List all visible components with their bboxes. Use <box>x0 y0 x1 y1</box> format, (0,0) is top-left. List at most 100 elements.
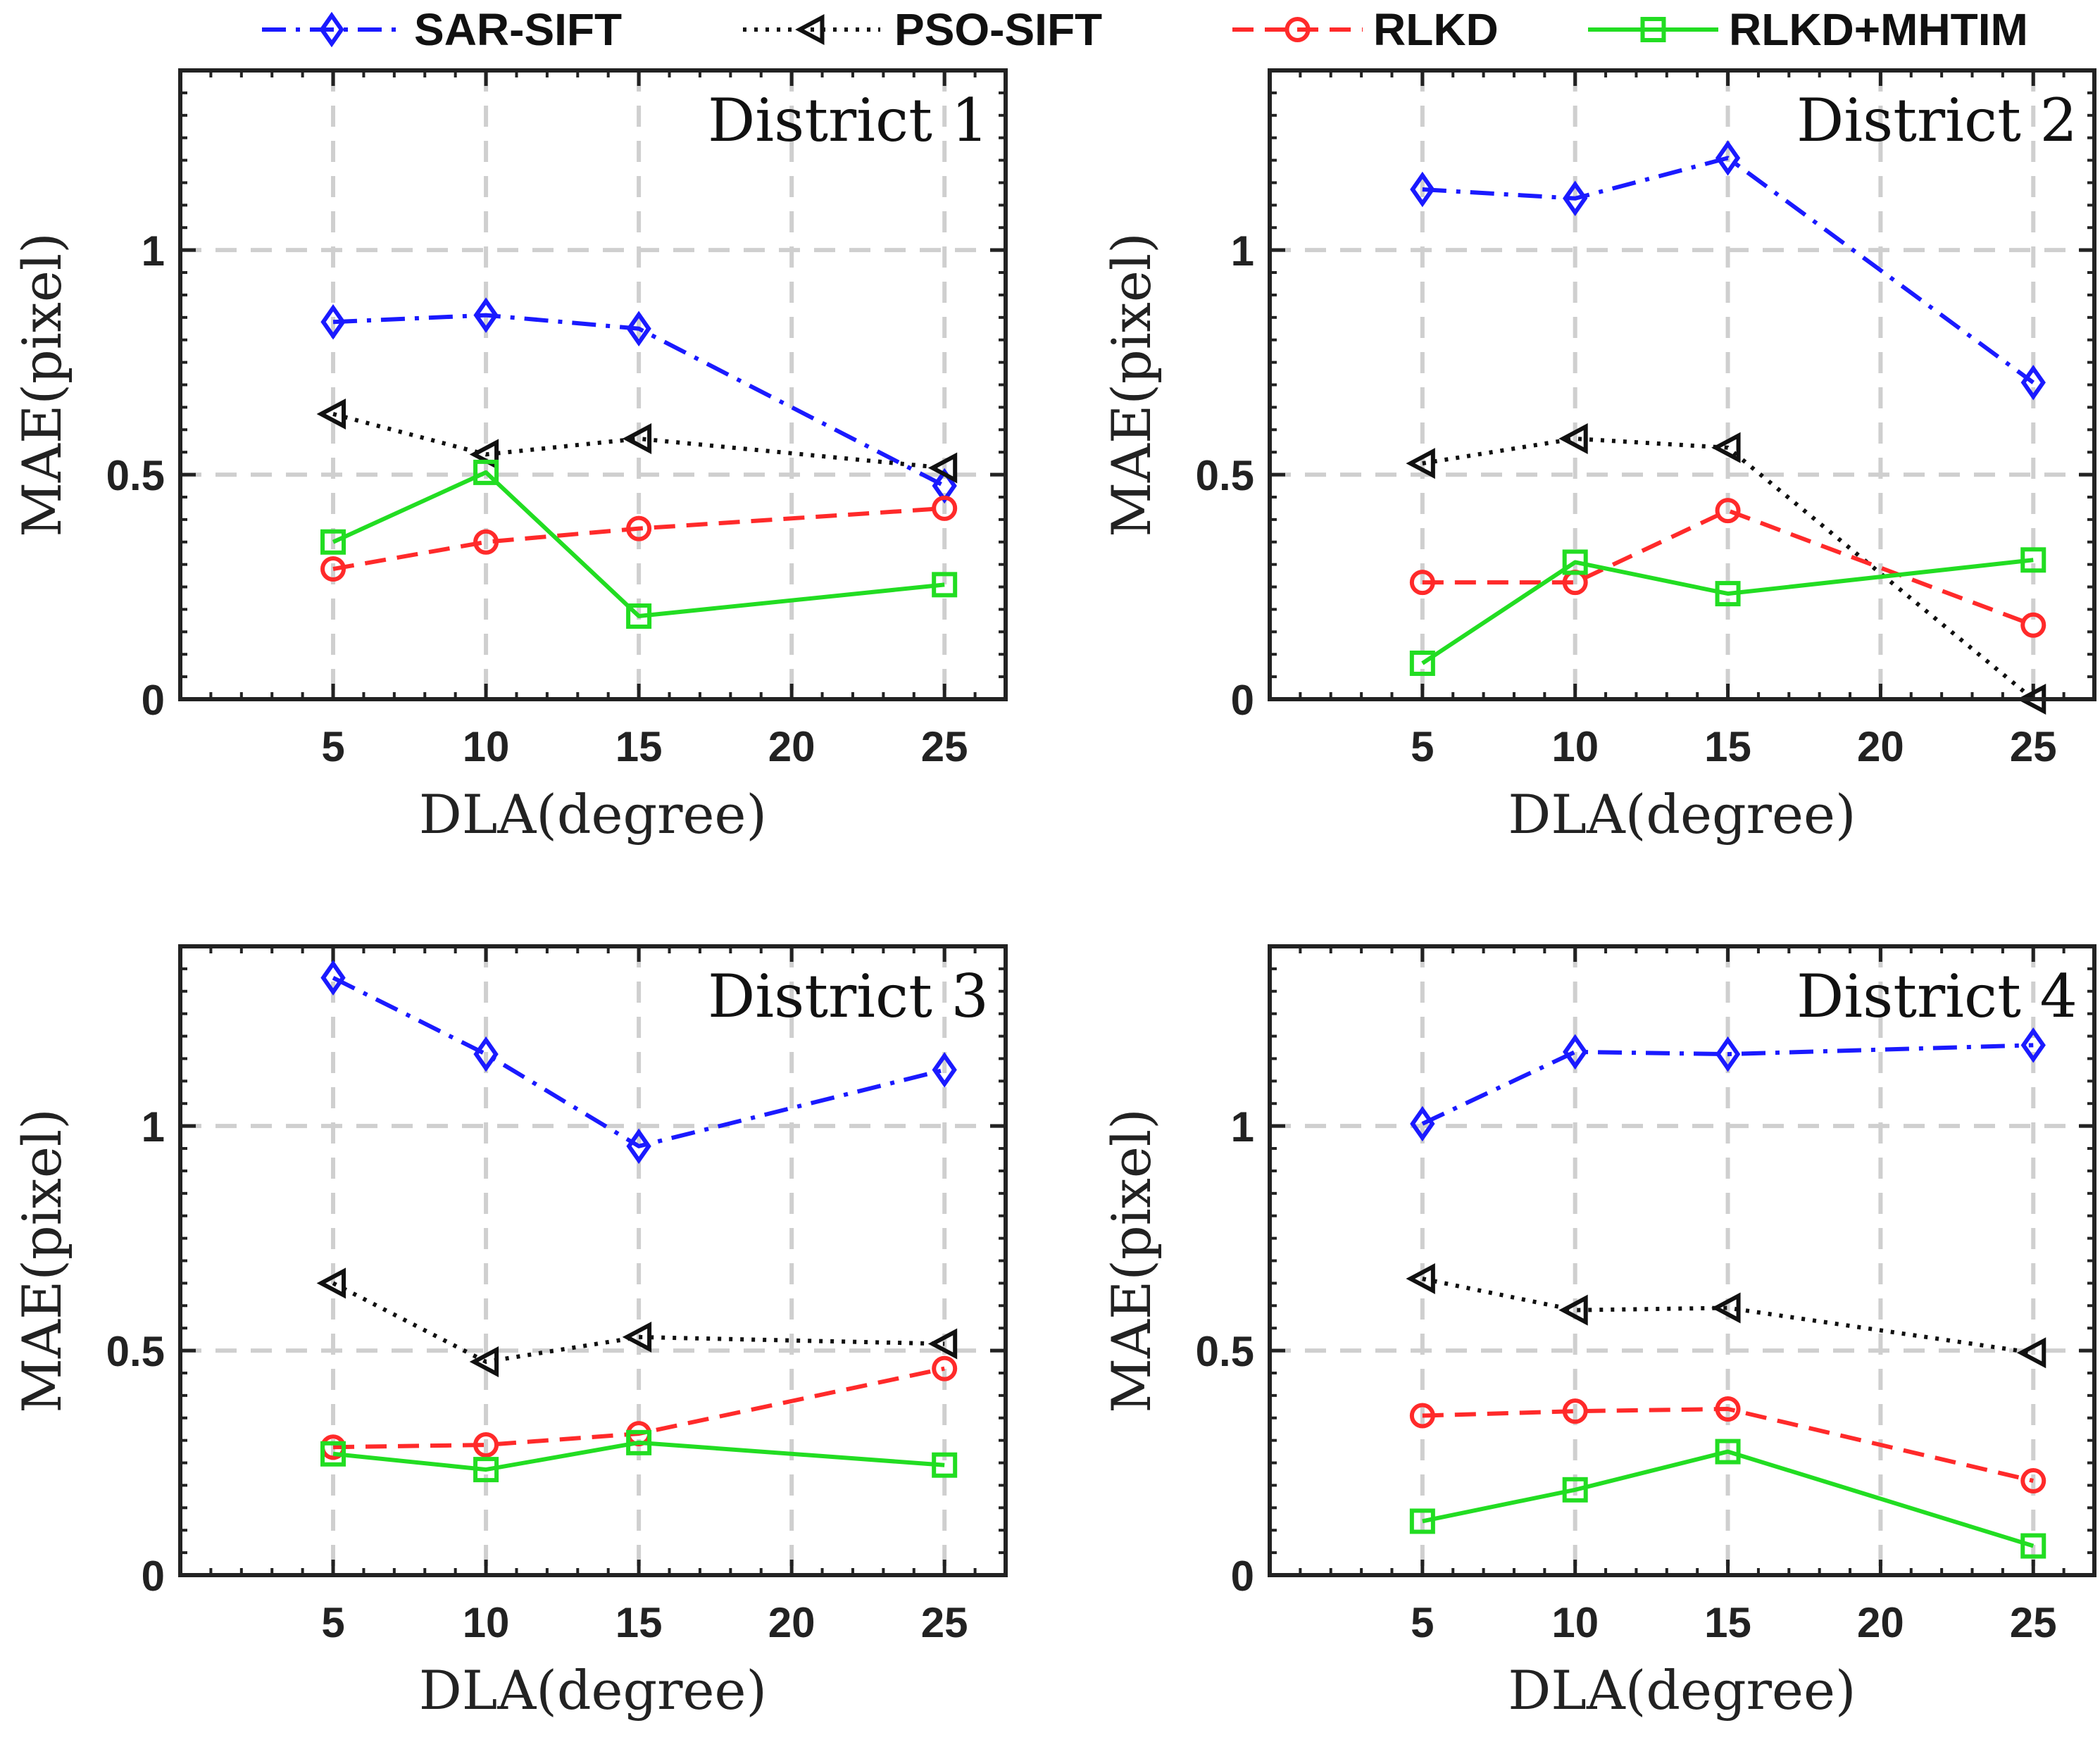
legend-item-rlkd-mhtim: RLKD+MHTIM <box>1588 4 2028 55</box>
data-point-rlkd <box>473 1432 499 1458</box>
y-tick-label: 0 <box>142 677 165 724</box>
series-line-rlkd <box>1422 508 2035 627</box>
x-tick-label: 15 <box>1704 1599 1751 1646</box>
series-group <box>316 960 958 1483</box>
series-group <box>316 297 958 629</box>
data-point-rlkd <box>1409 570 1435 596</box>
data-point-rlkd <box>932 495 958 521</box>
series-pso-sift <box>316 398 958 484</box>
x-tick-label: 10 <box>463 723 510 770</box>
y-tick-label: 0.5 <box>1196 452 1254 499</box>
y-tick-label: 1 <box>142 227 165 275</box>
minor-ticks <box>1268 69 2096 701</box>
data-point-pso-sift <box>1711 1292 1741 1324</box>
x-tick-label: 15 <box>615 1599 663 1646</box>
legend-item-sar-sift: SAR-SIFT <box>262 4 622 55</box>
x-tick-label: 5 <box>1411 1599 1434 1646</box>
panel-district-3: 5 10 15 20 25 0 0.5 1 DLA(degree) MAE(pixel) Distr… <box>11 944 1008 1722</box>
data-point-pso-sift <box>469 1346 499 1378</box>
series-line-pso-sift <box>1422 1277 2034 1355</box>
series-rlkd-mhtim <box>320 1429 958 1483</box>
x-tick-label: 10 <box>1551 723 1599 770</box>
y-tick-label: 0.5 <box>106 452 165 499</box>
panel-title: District 1 <box>708 86 989 155</box>
panels: 5 10 15 20 2500.51DLA(degree)MAE(pixel)Distr… <box>11 68 2096 1722</box>
data-point-sar-sift <box>1563 1034 1588 1070</box>
data-point-sar-sift <box>626 311 651 346</box>
data-point-pso-sift <box>316 398 346 430</box>
x-tick-label: 5 <box>321 1599 344 1646</box>
data-point-pso-sift <box>1406 448 1435 480</box>
series-line-pso-sift <box>332 412 945 470</box>
series-line-rlkd-mhtim <box>332 1440 945 1472</box>
series-sar-sift <box>320 960 957 1165</box>
data-point-sar-sift <box>932 468 957 504</box>
data-point-sar-sift <box>2020 1027 2046 1063</box>
y-axis-label: MAE(pixel) <box>1100 1108 1163 1413</box>
data-point-pso-sift <box>1711 432 1741 463</box>
data-point-sar-sift <box>1410 1105 1435 1142</box>
x-tick-label: 25 <box>921 1599 968 1646</box>
series-line-rlkd-mhtim <box>1421 558 2034 665</box>
x-axis-label: DLA(degree) <box>1508 783 1856 846</box>
legend: SAR-SIFT PSO-SIFT RLKD RLKD+MHTIM <box>262 4 2028 55</box>
data-point-rlkd-mhtim <box>2020 547 2046 573</box>
data-point-rlkd-mhtim <box>1409 1508 1435 1534</box>
series-pso-sift <box>1406 1263 2046 1369</box>
legend-marker-sar-sift <box>319 11 344 48</box>
data-point-pso-sift <box>622 1321 652 1353</box>
axes-frame <box>1268 68 2096 701</box>
data-point-sar-sift <box>1563 180 1588 217</box>
data-point-rlkd <box>626 515 652 541</box>
data-point-pso-sift <box>927 452 958 484</box>
x-tick-label: 15 <box>1704 723 1751 770</box>
data-point-sar-sift <box>1410 171 1435 208</box>
x-tick-label: 10 <box>1551 1599 1599 1646</box>
data-point-rlkd <box>1715 1396 1741 1422</box>
data-point-sar-sift <box>1715 140 1741 176</box>
data-point-sar-sift <box>473 297 499 333</box>
data-point-rlkd-mhtim <box>2020 1533 2046 1559</box>
data-point-rlkd-mhtim <box>320 1441 346 1467</box>
x-tick-label: 5 <box>321 723 344 770</box>
series-line-rlkd-mhtim <box>332 470 945 618</box>
legend-item-pso-sift: PSO-SIFT <box>743 4 1102 55</box>
data-point-rlkd-mhtim <box>320 529 346 555</box>
data-point-pso-sift <box>2016 1337 2046 1369</box>
data-point-sar-sift <box>320 303 346 340</box>
y-tick-label: 0 <box>1231 1553 1254 1600</box>
panel-district-1: 5 10 15 20 25 0 0.5 1 DLA(degree) MAE(pixel) Distr… <box>11 68 1008 846</box>
data-point-rlkd-mhtim <box>626 603 652 629</box>
data-point-pso-sift <box>927 1328 958 1360</box>
x-tick-label: 25 <box>2010 1599 2057 1646</box>
data-point-rlkd <box>1409 1403 1435 1429</box>
data-point-rlkd-mhtim <box>473 1457 499 1483</box>
series-sar-sift <box>320 297 957 504</box>
series-rlkd-mhtim <box>1409 1439 2046 1559</box>
grid <box>1270 946 2094 1575</box>
y-tick-label: 0 <box>142 1553 165 1600</box>
data-point-rlkd <box>1562 1398 1588 1424</box>
legend-marker-pso-sift <box>795 14 825 45</box>
legend-marker-rlkd <box>1285 17 1311 42</box>
data-point-rlkd <box>1715 498 1741 524</box>
data-point-sar-sift <box>320 960 346 996</box>
data-point-rlkd-mhtim <box>1409 650 1435 676</box>
y-tick-label: 1 <box>1231 1103 1254 1151</box>
y-tick-label: 1 <box>1231 227 1254 275</box>
panel-district-2: 5 10 15 20 25 0 0.5 1 DLA(degree) MAE(pixel) Distr… <box>1100 68 2096 846</box>
data-point-rlkd <box>932 1355 958 1381</box>
series-rlkd-mhtim <box>1409 547 2046 676</box>
y-tick-label: 0.5 <box>1196 1328 1254 1375</box>
series-line-rlkd <box>332 506 945 571</box>
series-pso-sift <box>316 1267 958 1378</box>
x-tick-label: 20 <box>768 1599 815 1646</box>
panel-district-4: 5 10 15 20 25 0 0.5 1 DLA(degree) MAE(pixel) Distr… <box>1100 944 2096 1722</box>
y-tick-label: 0 <box>1231 677 1254 724</box>
data-point-sar-sift <box>473 1036 499 1072</box>
x-tick-label: 15 <box>615 723 663 770</box>
legend-label-pso-sift: PSO-SIFT <box>894 4 1102 55</box>
data-point-rlkd-mhtim <box>1562 549 1588 575</box>
series-line-sar-sift <box>332 975 945 1148</box>
minor-ticks <box>179 69 1007 701</box>
